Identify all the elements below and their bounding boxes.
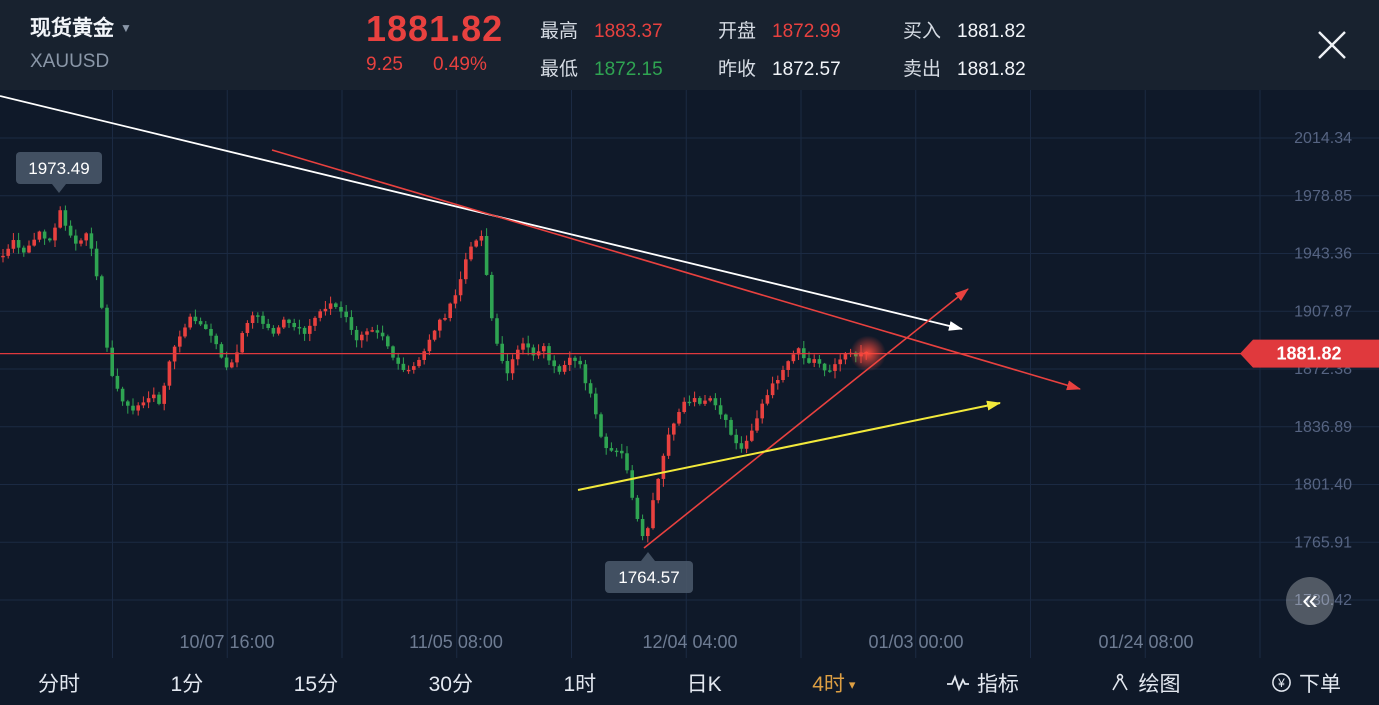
symbol-code: XAUUSD — [30, 51, 110, 72]
stat-high: 最高 1883.37 — [540, 21, 663, 42]
stat-prev-close: 昨收 1872.57 — [718, 59, 841, 80]
stat-low: 最低 1872.15 — [540, 59, 663, 80]
timeframe-1h[interactable]: 1时 — [563, 672, 597, 696]
last-price: 1881.82 — [366, 8, 504, 49]
timeframe-4h-active[interactable]: 4时 ▾ — [812, 672, 856, 696]
close-button[interactable] — [1313, 26, 1351, 64]
y-axis-label: 1836.89 — [1294, 419, 1352, 436]
indicator-button[interactable]: 指标 — [946, 668, 1019, 698]
header: 现货黄金 ▼ XAUUSD 1881.82 9.25 0.49% 最高 1883.37… — [0, 0, 1379, 90]
y-axis-label: 1907.87 — [1294, 303, 1352, 320]
collapse-icon: « — [1302, 584, 1318, 615]
x-axis-label: 12/04 04:00 — [642, 632, 737, 652]
latest-price-glow — [850, 335, 886, 372]
svg-text:1973.49: 1973.49 — [28, 159, 89, 178]
x-axis-label: 11/05 08:00 — [409, 632, 503, 652]
draw-icon — [1112, 673, 1129, 691]
svg-text:1881.82: 1881.82 — [1276, 344, 1341, 364]
red-ascending-trendline — [643, 288, 969, 549]
change-value: 9.25 — [366, 54, 403, 75]
chevron-down-icon: ▼ — [120, 21, 132, 35]
bottom-toolbar: 分时 1分 15分 30分 1时 日K 4时 ▾ 指标 绘图 ¥ 下单 — [0, 660, 1379, 705]
stat-open: 开盘 1872.99 — [718, 21, 841, 42]
timeframe-30m[interactable]: 30分 — [428, 672, 473, 696]
red-descending-trendline — [271, 149, 1081, 391]
symbol-selector[interactable]: 现货黄金 ▼ XAUUSD — [30, 12, 132, 73]
symbol-name: 现货黄金 — [30, 17, 114, 40]
stat-ask: 卖出 1881.82 — [903, 59, 1026, 80]
y-axis-label: 1943.36 — [1294, 246, 1352, 263]
order-icon: ¥ — [1272, 673, 1291, 692]
indicator-icon — [946, 673, 969, 691]
x-axis-label: 01/03 00:00 — [868, 632, 963, 652]
x-axis-label: 01/24 08:00 — [1098, 632, 1193, 652]
y-axis-label: 2014.34 — [1294, 130, 1352, 147]
yellow-ascending-trendline — [577, 400, 1001, 491]
candles-layer — [1, 205, 868, 543]
low-price-tag: 1764.57 — [605, 552, 693, 593]
close-icon — [1318, 31, 1346, 59]
y-axis: 2014.341978.851943.361907.871872.381836.… — [1294, 130, 1352, 609]
x-axis: 10/07 16:00 11/05 08:00 12/04 04:00 01/03 0… — [179, 632, 1193, 652]
collapse-button[interactable]: « — [1286, 577, 1334, 625]
svg-text:1764.57: 1764.57 — [618, 568, 679, 587]
grid-lines — [0, 90, 1379, 658]
x-axis-label: 10/07 16:00 — [179, 632, 274, 652]
y-axis-label: 1730.42 — [1294, 592, 1352, 609]
timeframe-daily[interactable]: 日K — [686, 672, 722, 696]
price-change: 9.25 0.49% — [366, 54, 517, 76]
timeframe-1m[interactable]: 1分 — [170, 672, 204, 696]
chevron-down-icon: ▾ — [848, 676, 856, 692]
order-button[interactable]: ¥ 下单 — [1271, 668, 1341, 698]
change-percent: 0.49% — [432, 54, 487, 75]
timeframe-fenshi[interactable]: 分时 — [38, 672, 80, 696]
current-price-tag: 1881.82 — [1240, 339, 1379, 368]
y-axis-label: 1978.85 — [1294, 188, 1352, 205]
svg-text:¥: ¥ — [1277, 676, 1285, 690]
stat-bid: 买入 1881.82 — [903, 21, 1026, 42]
y-axis-label: 1765.91 — [1294, 534, 1352, 551]
high-price-tag: 1973.49 — [16, 152, 102, 193]
draw-button[interactable]: 绘图 — [1109, 668, 1180, 698]
timeframe-15m[interactable]: 15分 — [293, 672, 339, 696]
y-axis-label: 1801.40 — [1294, 477, 1352, 494]
